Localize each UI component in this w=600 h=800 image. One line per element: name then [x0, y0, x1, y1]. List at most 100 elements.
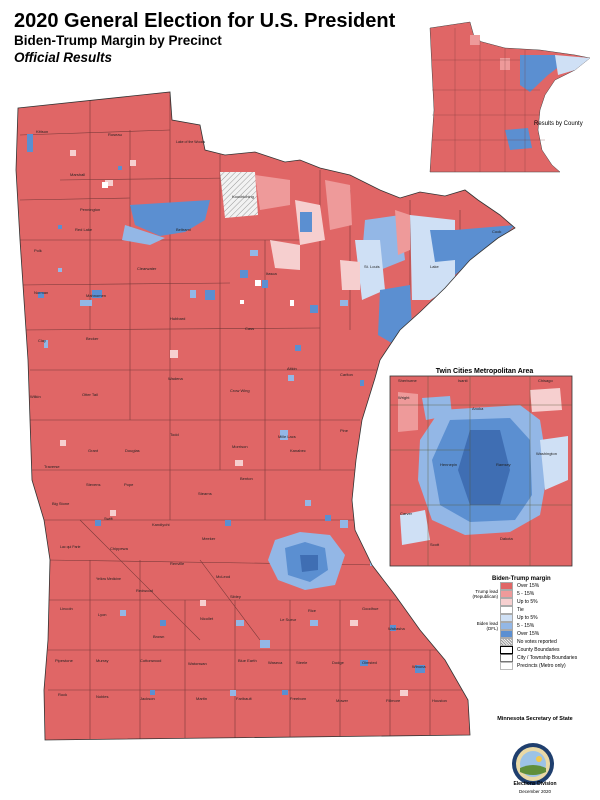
legend-row: Biden lead (DFL) 5 - 15% [470, 621, 590, 631]
county-label: Lac qui Parle [60, 545, 80, 549]
county-label: Meeker [202, 536, 216, 541]
county-label: Itasca [266, 271, 277, 276]
county-label: Mille Lacs [278, 434, 296, 439]
county-label: Winona [412, 664, 426, 669]
county-label: Rice [308, 608, 317, 613]
county-boundaries [19, 95, 465, 740]
metro-county-label: Anoka [472, 406, 484, 411]
county-label: Otter Tail [82, 392, 98, 397]
legend-row: Over 15% [470, 630, 590, 638]
legend-row: Precincts (Metro only) [470, 662, 590, 670]
county-label: Polk [34, 248, 42, 253]
county-label: Blue Earth [238, 658, 257, 663]
metro-county-label: Washington [536, 451, 557, 456]
legend-row: Over 15% [470, 582, 590, 590]
metro-county-label: Hennepin [440, 462, 457, 467]
legend-label: Up to 5% [517, 599, 538, 605]
metro-inset-map: Sherburne Isanti Chisago Wright Anoka He… [389, 375, 573, 567]
county-label: Carlton [340, 372, 353, 377]
metro-county-label: Scott [430, 542, 440, 547]
legend-title: Biden-Trump margin [492, 576, 551, 582]
map-title: 2020 General Election for U.S. President [14, 10, 396, 32]
county-labels: Kittson Roseau Lake of the Woods Marshal… [30, 129, 501, 703]
county-label: Watonwan [188, 661, 207, 666]
county-label: Norman [34, 290, 48, 295]
county-label: Pope [124, 482, 134, 487]
state-outline [15, 91, 516, 741]
legend-swatch [500, 614, 513, 622]
county-label: Steele [296, 660, 308, 665]
legend-row: City / Township Boundaries [470, 654, 590, 662]
legend-group-biden: Biden lead (DFL) [476, 621, 498, 631]
metro-county-label: Wright [398, 395, 410, 400]
legend-swatch [500, 662, 513, 670]
county-label: Kandiyohi [152, 522, 170, 527]
county-label: Koochiching [232, 194, 254, 199]
legend-label: Tie [517, 607, 524, 613]
county-label: Wadena [168, 376, 184, 381]
legend-label: Over 15% [517, 583, 540, 589]
county-label: Hubbard [170, 316, 185, 321]
county-label: Clearwater [137, 266, 157, 271]
metro-county-label: Sherburne [398, 378, 417, 383]
county-label: Wabasha [388, 626, 406, 631]
county-label: Mahnomen [86, 293, 106, 298]
county-label: Benton [240, 476, 253, 481]
county-label: Cass [245, 326, 254, 331]
county-label: Faribault [236, 696, 252, 701]
legend-label: City / Township Boundaries [517, 655, 578, 661]
county-label: Morrison [232, 444, 248, 449]
county-label: Todd [170, 432, 179, 437]
county-label: Mower [336, 698, 349, 703]
county-label: Douglas [125, 448, 140, 453]
county-label: Houston [432, 698, 447, 703]
county-label: Lyon [98, 612, 107, 617]
county-label: Redwood [136, 588, 153, 593]
county-label: St. Louis [364, 264, 380, 269]
county-label: Pipestone [55, 658, 74, 663]
county-label: Freeborn [290, 696, 306, 701]
metro-county-label: Ramsey [496, 462, 511, 467]
county-inset-map [429, 21, 591, 173]
county-label: Renville [170, 561, 185, 566]
county-label: Swift [104, 516, 114, 521]
metro-county-label: Chisago [538, 378, 553, 383]
county-label: Aitkin [287, 366, 297, 371]
county-label: Becker [86, 336, 99, 341]
county-label: Big Stone [52, 501, 70, 506]
county-inset-label: Results by County [534, 121, 583, 127]
publish-date: December 2020 [518, 789, 552, 794]
legend-swatch [500, 590, 513, 598]
metro-inset-title: Twin Cities Metropolitan Area [435, 368, 534, 375]
legend-swatch [500, 622, 513, 630]
county-label: Fillmore [386, 698, 401, 703]
county-label: Lake [430, 264, 439, 269]
legend-row: County Boundaries [470, 646, 590, 654]
legend-label: Precincts (Metro only) [517, 663, 566, 669]
county-label: Cook [492, 229, 501, 234]
county-label: Lincoln [60, 606, 73, 611]
county-label: Roseau [108, 132, 122, 137]
legend-label: 5 - 15% [517, 591, 535, 597]
legend-row: Trump lead (Republican) 5 - 15% [470, 589, 590, 599]
division-name: Elections Division [513, 781, 557, 787]
legend-group-trump: Trump lead (Republican) [472, 589, 498, 599]
legend-label: Over 15% [517, 631, 540, 637]
county-label: Yellow Medicine [96, 577, 121, 581]
county-label: Olmsted [362, 660, 377, 665]
county-label: Grant [88, 448, 99, 453]
county-label: Nicollet [200, 616, 214, 621]
county-label: Pine [340, 428, 349, 433]
county-label: Red Lake [75, 227, 93, 232]
county-label: Goodhue [362, 606, 379, 611]
county-label: Marshall [70, 172, 85, 177]
legend-row: Tie [470, 606, 590, 614]
county-label: Brown [153, 634, 164, 639]
county-label: Crow Wing [230, 388, 250, 393]
legend-row: No votes reported [470, 638, 590, 646]
county-label: Sibley [230, 594, 241, 599]
county-label: Waseca [268, 660, 283, 665]
county-label: Murray [96, 658, 108, 663]
legend-swatch [500, 630, 513, 638]
